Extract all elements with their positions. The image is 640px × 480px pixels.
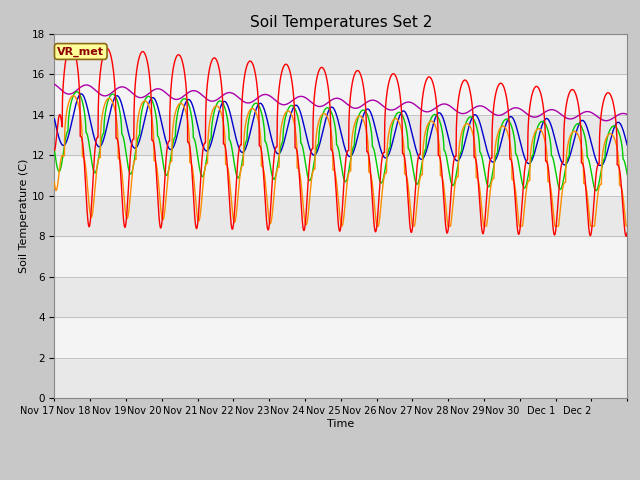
Bar	[54, 155, 627, 196]
Bar	[54, 236, 627, 277]
X-axis label: Time: Time	[327, 419, 355, 429]
Text: VR_met: VR_met	[57, 47, 104, 57]
Bar	[54, 317, 627, 358]
Title: Soil Temperatures Set 2: Soil Temperatures Set 2	[250, 15, 432, 30]
Bar	[54, 196, 627, 236]
Bar	[54, 277, 627, 317]
Y-axis label: Soil Temperature (C): Soil Temperature (C)	[19, 159, 29, 273]
Bar	[54, 358, 627, 398]
Bar	[54, 74, 627, 115]
Bar	[54, 115, 627, 155]
Bar	[54, 34, 627, 74]
